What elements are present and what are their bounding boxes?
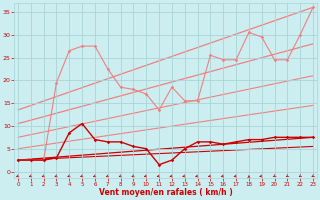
X-axis label: Vent moyen/en rafales ( km/h ): Vent moyen/en rafales ( km/h ): [99, 188, 232, 197]
